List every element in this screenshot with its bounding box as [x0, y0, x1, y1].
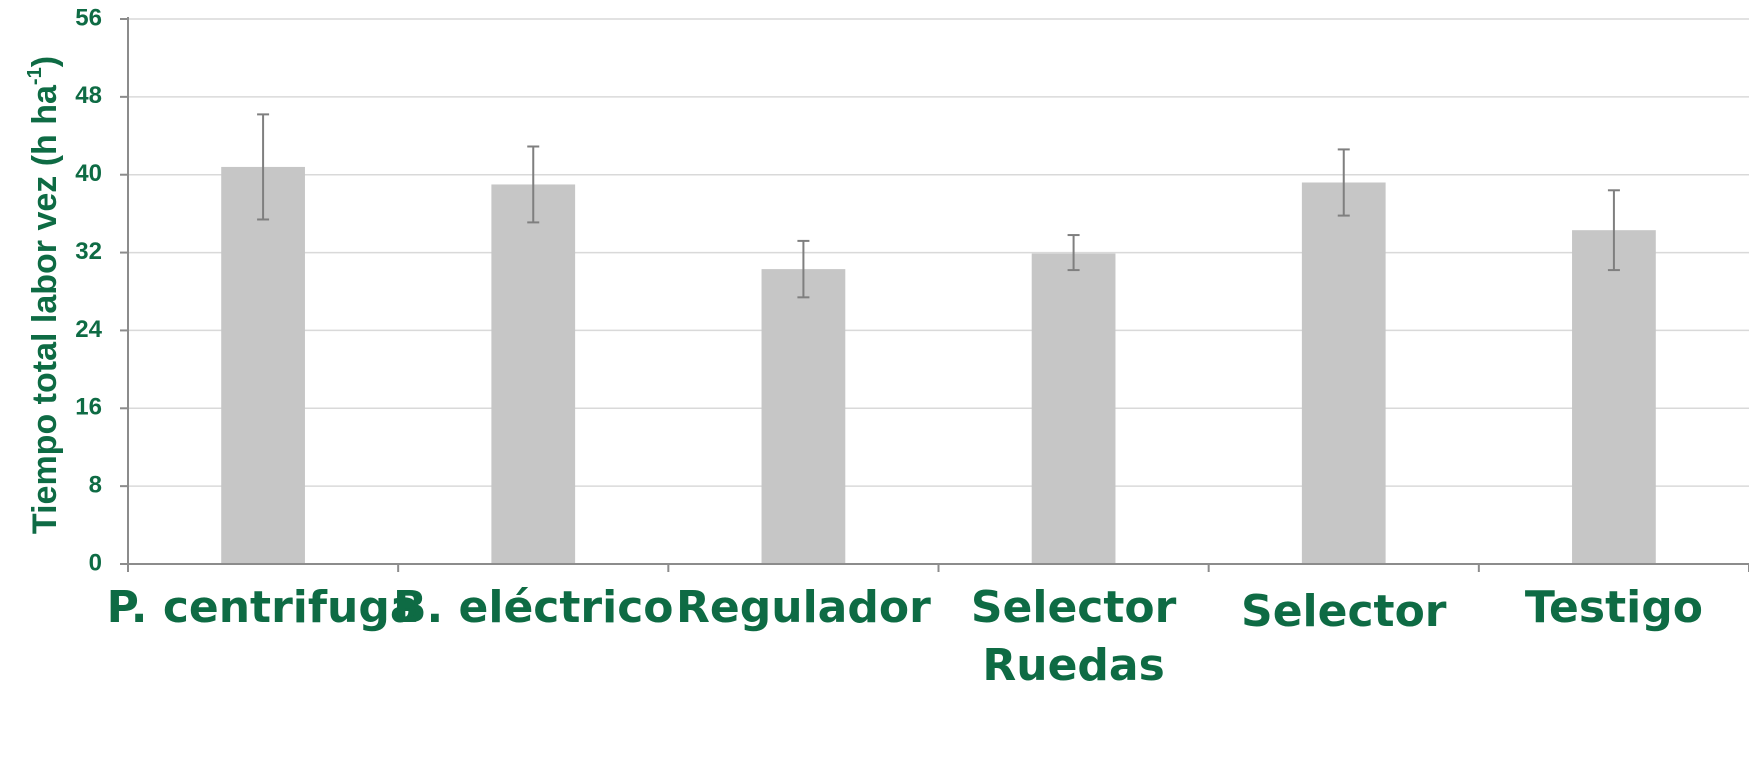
y-tick-labels: 0 8 16 24 32 40 48 56: [75, 4, 102, 576]
x-category-label-line: Selector: [971, 582, 1177, 633]
y-tick-label: 48: [75, 82, 102, 109]
x-category-label-line: Ruedas: [982, 640, 1164, 691]
y-axis-label: Tiempo total labor vez (h ha-1): [24, 56, 64, 534]
y-tick-label: 56: [75, 4, 102, 31]
bar: [761, 269, 846, 564]
y-axis-label-sup: -1: [24, 67, 46, 85]
x-category-label-line: Regulador: [676, 582, 931, 633]
y-tick-label: 8: [89, 471, 102, 498]
x-category-label: Regulador: [676, 582, 931, 633]
bar: [221, 166, 305, 564]
x-category-label: Testigo: [1525, 582, 1703, 633]
x-category-label: P. centrifuga: [107, 582, 420, 633]
bar: [491, 184, 576, 565]
x-category-label-line: B. eléctrico: [393, 582, 674, 633]
x-category-label-line: P. centrifuga: [107, 582, 420, 633]
y-tick-label: 40: [75, 160, 102, 187]
x-category-label: Selector: [1241, 586, 1447, 637]
bars: [221, 166, 1656, 565]
bar: [1301, 182, 1386, 564]
x-category-label-line: Selector: [1241, 586, 1447, 637]
y-tick-label: 0: [89, 549, 102, 576]
x-category-label-line: Testigo: [1525, 582, 1703, 633]
bar: [1031, 253, 1116, 564]
y-tick-label: 32: [75, 238, 102, 265]
x-category-label: B. eléctrico: [393, 582, 674, 633]
y-axis-label-suffix: ): [26, 56, 64, 67]
y-tick-label: 24: [75, 316, 102, 343]
axes: [120, 17, 1749, 572]
y-tick-label: 16: [75, 394, 102, 421]
x-category-label: Selector Ruedas: [971, 582, 1177, 691]
y-axis-label-main: Tiempo total labor vez (h ha: [26, 84, 64, 534]
bar: [1572, 230, 1656, 564]
gridlines: [128, 18, 1749, 487]
error-bars: [257, 113, 1620, 299]
